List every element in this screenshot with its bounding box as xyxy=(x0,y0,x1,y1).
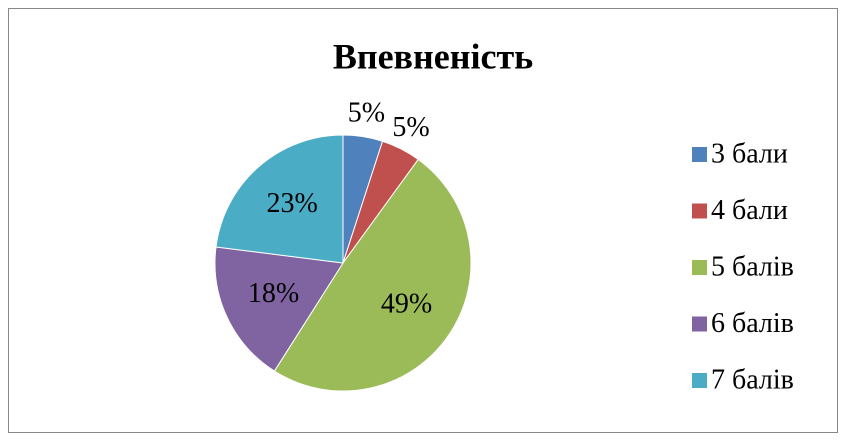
legend-label: 4 бали xyxy=(711,195,788,226)
legend-label: 3 бали xyxy=(711,138,788,169)
data-label: 18% xyxy=(248,278,299,309)
legend-swatch xyxy=(692,260,707,275)
legend-label: 5 балів xyxy=(711,251,794,282)
chart-title: Впевненість xyxy=(333,36,533,76)
data-label: 49% xyxy=(381,289,432,320)
legend-swatch xyxy=(692,203,707,219)
data-label: 23% xyxy=(267,188,318,219)
pie-slice xyxy=(214,246,344,372)
pie-slice xyxy=(215,134,344,264)
legend-swatch xyxy=(692,147,707,162)
legend-label: 7 балів xyxy=(711,364,794,395)
data-label: 5% xyxy=(348,97,385,128)
data-label: 5% xyxy=(392,112,429,143)
pie-slice xyxy=(273,158,472,392)
legend-label: 6 балів xyxy=(711,308,794,339)
legend-swatch xyxy=(692,316,707,332)
legend-swatch xyxy=(692,373,707,388)
